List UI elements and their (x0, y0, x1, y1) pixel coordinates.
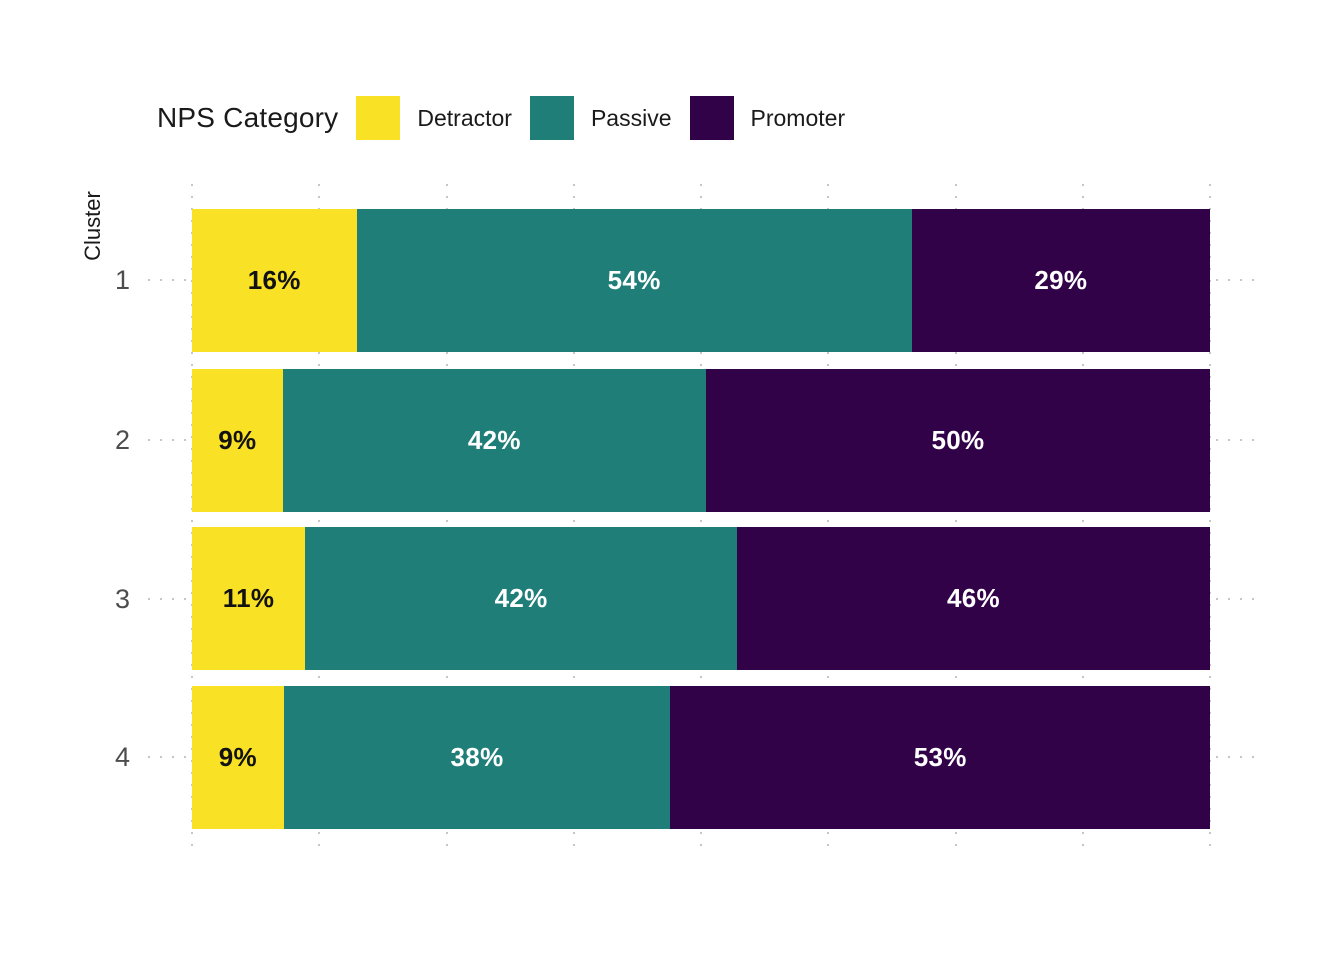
bar-row-cluster-4: 9% 38% 53% (192, 686, 1210, 829)
bar-segment-passive-cluster-4: 38% (283, 686, 671, 829)
bar-value-label: 11% (222, 583, 275, 613)
legend-label: Passive (590, 104, 672, 131)
v-gridline-75 (954, 184, 957, 852)
y-tick-label-cluster-3: 3 (114, 584, 130, 614)
bar-value-label: 9% (218, 742, 257, 772)
bar-value-label: 9% (218, 425, 257, 455)
bar-row-cluster-1: 16% 54% 29% (192, 209, 1210, 352)
y-tick-label-cluster-2: 2 (114, 425, 130, 455)
v-gridline-62.5 (827, 184, 830, 852)
legend-title: NPS Category (157, 102, 339, 133)
legend-item-passive: Passive (529, 96, 672, 140)
v-gridline-50 (700, 184, 702, 852)
bar-row-cluster-2: 9% 42% 50% (192, 369, 1210, 512)
legend: NPS Category Detractor Passive Promoter (157, 94, 845, 142)
bar-value-label: 53% (913, 742, 967, 772)
legend-item-detractor: Detractor (356, 96, 512, 140)
v-gridline-100 (1209, 184, 1211, 852)
v-gridline-87.5 (1081, 184, 1084, 852)
plot-panel: 16% 54% 29% 9% 42% 50% 11% 42% 46% 9% 38% 53% (148, 184, 1262, 852)
bar-value-label: 50% (931, 425, 985, 455)
legend-label: Detractor (417, 104, 512, 131)
y-tick-label-cluster-4: 4 (114, 742, 130, 772)
v-gridline-37.5 (572, 184, 575, 852)
bar-segment-promoter-cluster-1: 29% (911, 209, 1210, 352)
bar-value-label: 38% (450, 742, 504, 772)
legend-swatch-promoter (689, 96, 734, 140)
bar-segment-detractor-cluster-1: 16% (192, 209, 357, 352)
bar-value-label: 29% (1034, 265, 1088, 295)
bar-value-label: 54% (607, 265, 661, 295)
v-gridline-12.5 (318, 184, 321, 852)
bar-row-cluster-3: 11% 42% 46% (192, 527, 1210, 670)
bar-segment-promoter-cluster-4: 53% (670, 686, 1210, 829)
legend-label: Promoter (750, 104, 846, 131)
bar-segment-detractor-cluster-4: 9% (192, 686, 284, 829)
bar-segment-detractor-cluster-3: 11% (192, 527, 306, 670)
bar-segment-passive-cluster-1: 54% (356, 209, 912, 352)
bar-value-label: 42% (467, 425, 521, 455)
bar-segment-promoter-cluster-2: 50% (706, 369, 1210, 512)
legend-swatch-passive (529, 96, 574, 140)
bar-value-label: 42% (494, 583, 548, 613)
bar-value-label: 16% (247, 265, 301, 295)
legend-item-promoter: Promoter (689, 96, 846, 140)
v-gridline-0 (191, 184, 193, 852)
bar-segment-passive-cluster-3: 42% (305, 527, 737, 670)
bar-segment-promoter-cluster-3: 46% (736, 527, 1210, 670)
bar-segment-passive-cluster-2: 42% (282, 369, 707, 512)
legend-swatch-detractor (356, 96, 401, 140)
bar-value-label: 46% (947, 583, 1000, 613)
bar-segment-detractor-cluster-2: 9% (192, 369, 283, 512)
v-gridline-25 (445, 184, 448, 852)
y-axis-title: Cluster (80, 191, 105, 261)
y-tick-label-cluster-1: 1 (114, 265, 130, 295)
